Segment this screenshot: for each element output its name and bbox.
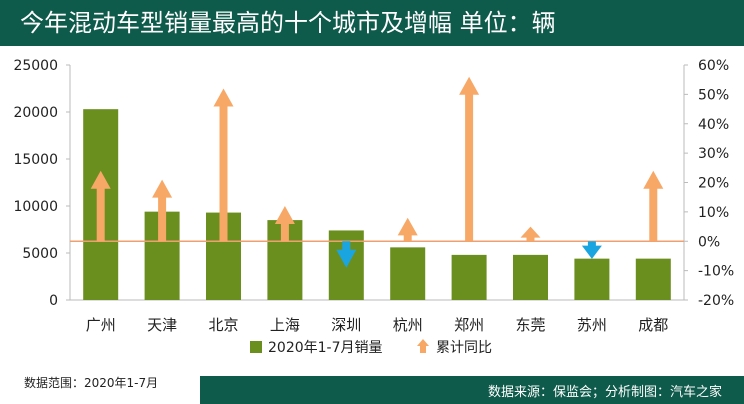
category-label: 东莞 — [515, 316, 545, 334]
bar-7 — [451, 254, 487, 300]
y-left-tick-label: 10000 — [13, 199, 58, 215]
data-range-note: 数据范围：2020年1-7月 — [24, 376, 159, 390]
y-right-tick-label: 10% — [698, 205, 729, 221]
growth-arrow-2 — [152, 179, 173, 242]
y-right-tick-label: 40% — [698, 117, 729, 133]
category-label: 广州 — [86, 316, 116, 334]
title-bar: 今年混动车型销量最高的十个城市及增幅 单位：辆 — [0, 0, 744, 46]
growth-arrow-4 — [274, 206, 295, 242]
y-right-tick-label: 60% — [698, 58, 729, 74]
growth-arrow-8 — [520, 226, 541, 242]
category-label: 深圳 — [331, 316, 361, 334]
growth-arrow-6 — [397, 217, 418, 242]
growth-arrow-3 — [213, 88, 234, 242]
chart-title: 今年混动车型销量最高的十个城市及增幅 单位：辆 — [20, 9, 556, 37]
category-label: 北京 — [208, 316, 238, 334]
category-label: 上海 — [270, 316, 300, 334]
category-label: 杭州 — [393, 316, 423, 334]
category-label: 天津 — [147, 316, 177, 334]
growth-arrow-7 — [459, 76, 480, 242]
bar-10 — [635, 258, 671, 300]
legend-bar-swatch — [250, 341, 262, 353]
growth-arrow-1 — [90, 170, 111, 242]
y-left-tick-label: 20000 — [13, 105, 58, 121]
y-right-tick-label: -20% — [698, 293, 734, 309]
source-note: 数据来源：保监会；分析制图：汽车之家 — [487, 385, 722, 400]
y-right-tick-label: 50% — [698, 87, 729, 103]
category-label: 郑州 — [454, 316, 484, 334]
y-right-tick-label: 0% — [698, 234, 720, 250]
bar-9 — [574, 258, 610, 300]
legend-bar-label: 2020年1-7月销量 — [268, 340, 383, 356]
category-label: 成都 — [638, 316, 668, 334]
y-left-tick-label: 25000 — [13, 58, 58, 74]
growth-arrow-5 — [336, 241, 357, 268]
y-right-tick-label: 20% — [698, 176, 729, 192]
y-right-tick-label: -10% — [698, 264, 734, 280]
y-left-tick-label: 15000 — [13, 152, 58, 168]
legend-arrow-label: 累计同比 — [436, 340, 492, 356]
bar-8 — [513, 254, 548, 300]
y-left-tick-label: 0 — [49, 293, 58, 309]
growth-arrow-9 — [581, 241, 602, 259]
growth-arrow-10 — [643, 170, 664, 242]
legend-arrow-icon — [417, 339, 429, 353]
category-label: 苏州 — [577, 316, 607, 334]
footer-bar: 数据来源：保监会；分析制图：汽车之家 — [200, 376, 744, 404]
bar-6 — [390, 247, 426, 300]
y-right-tick-label: 30% — [698, 146, 729, 162]
y-left-tick-label: 5000 — [22, 246, 58, 262]
